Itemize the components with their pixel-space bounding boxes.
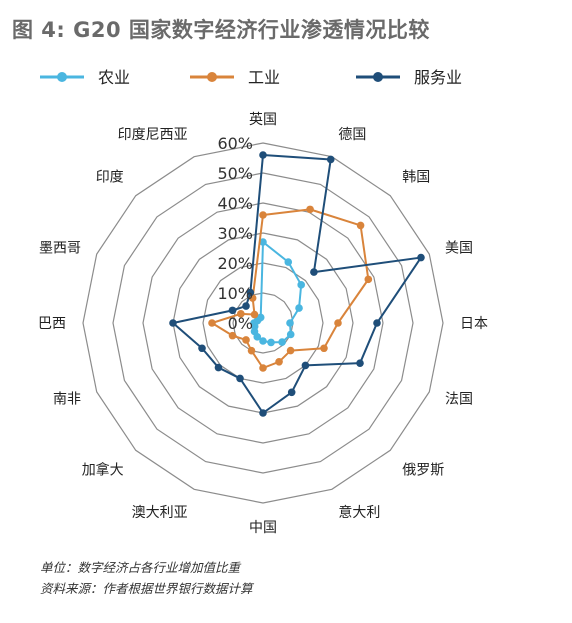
series-point — [169, 319, 177, 327]
series-point — [287, 388, 296, 397]
radial-tick-label: 20% — [217, 254, 253, 273]
series-point — [364, 275, 373, 284]
series-point — [275, 358, 283, 366]
series-point — [256, 313, 265, 322]
series-point — [246, 288, 255, 297]
category-label: 印度尼西亚 — [118, 127, 188, 143]
series-point — [214, 363, 223, 372]
series-2 — [208, 205, 373, 372]
legend-item-2: 工业 — [190, 68, 280, 87]
legend: 农业 工业 服务业 — [40, 68, 462, 87]
series-line — [253, 241, 303, 344]
series-point — [242, 302, 250, 310]
series-point — [228, 306, 237, 315]
category-label: 日本 — [460, 316, 488, 332]
source-note: 资料来源：作者根据世界银行数据计算 — [40, 581, 253, 596]
series-point — [267, 338, 275, 347]
series-point — [250, 310, 259, 319]
radial-tick-labels: 0% 10% 20% 30% 40% 50% 60% — [217, 134, 253, 333]
legend-item-1: 农业 — [40, 68, 130, 87]
series-3 — [169, 151, 425, 417]
series-point — [417, 253, 425, 262]
series-point — [259, 211, 267, 219]
legend-swatch-marker — [57, 72, 67, 82]
series-point — [334, 319, 342, 327]
category-label: 英国 — [249, 111, 277, 128]
series-point — [236, 374, 244, 383]
category-label: 南非 — [53, 391, 81, 407]
series-point — [306, 205, 314, 214]
radial-tick-label: 10% — [217, 284, 253, 303]
series-1 — [250, 238, 305, 347]
category-label: 加拿大 — [82, 461, 124, 478]
series-point — [356, 359, 364, 367]
series-line — [172, 154, 422, 414]
series-point — [198, 344, 206, 353]
series-point — [259, 238, 267, 246]
series-point — [284, 258, 293, 266]
category-label: 俄罗斯 — [402, 462, 444, 478]
series-point — [237, 310, 245, 318]
series-point — [259, 151, 267, 159]
series-point — [259, 337, 267, 345]
category-label: 美国 — [445, 241, 473, 257]
series-point — [356, 221, 365, 230]
category-label: 法国 — [445, 391, 473, 407]
legend-label: 服务业 — [414, 68, 462, 87]
series-point — [208, 319, 216, 327]
radar-grid — [82, 142, 444, 504]
series-point — [259, 364, 267, 372]
series-point — [278, 338, 286, 346]
radial-tick-label: 40% — [217, 194, 253, 213]
series-point — [228, 331, 237, 340]
series-point — [326, 155, 335, 164]
series-point — [310, 268, 318, 276]
category-label: 中国 — [249, 520, 277, 536]
series-point — [373, 319, 381, 327]
series-point — [259, 409, 267, 417]
category-label: 德国 — [338, 127, 366, 143]
grid-ring — [112, 172, 414, 474]
series-layer — [169, 151, 425, 417]
series-point — [320, 344, 328, 353]
series-point — [301, 361, 310, 370]
series-point — [247, 346, 256, 355]
legend-item-3: 服务业 — [356, 68, 462, 87]
series-point — [286, 319, 294, 327]
category-label: 墨西哥 — [39, 241, 81, 257]
chart-title: 图 4: G20 国家数字经济行业渗透情况比较 — [12, 18, 430, 42]
series-point — [242, 336, 250, 344]
legend-swatch-marker — [207, 72, 217, 82]
legend-swatch-marker — [373, 72, 383, 82]
unit-note: 单位：数字经济占各行业增加值比重 — [40, 560, 241, 575]
category-label: 印度 — [96, 170, 124, 186]
radial-tick-label: 30% — [217, 224, 253, 243]
grid-ring — [202, 262, 324, 384]
category-label: 澳大利亚 — [132, 505, 188, 521]
series-point — [297, 281, 305, 289]
series-point — [286, 346, 295, 355]
category-label: 巴西 — [38, 316, 66, 332]
category-label: 意大利 — [338, 504, 380, 521]
radial-tick-label: 60% — [217, 134, 253, 153]
series-point — [295, 304, 303, 312]
series-point — [286, 330, 295, 339]
legend-label: 工业 — [248, 68, 280, 87]
radial-tick-label: 0% — [228, 314, 253, 333]
grid-ring — [82, 142, 444, 504]
radial-tick-label: 50% — [217, 164, 253, 183]
category-label: 韩国 — [402, 170, 430, 186]
legend-label: 农业 — [98, 68, 130, 87]
